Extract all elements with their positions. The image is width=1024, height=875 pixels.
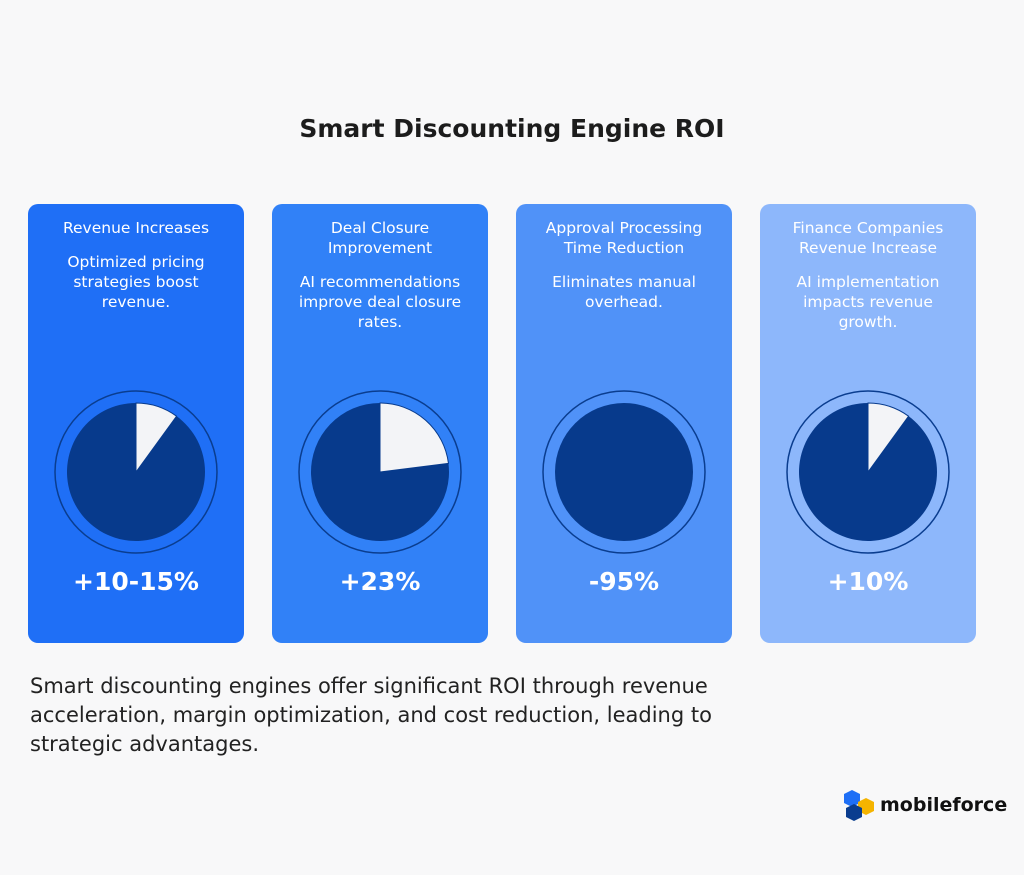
pie-ring — [786, 390, 950, 554]
card-heading-text: Revenue Increases — [62, 219, 210, 237]
title: Smart Discounting Engine ROI — [299, 114, 725, 143]
pie-chart — [298, 390, 462, 554]
pie-slice — [379, 402, 450, 473]
card-description: Eliminates manual overhead. — [552, 273, 696, 311]
pie-ring — [54, 390, 218, 554]
card-value: +23% — [339, 567, 421, 596]
card: Finance Companies Revenue Increase AI imp… — [760, 204, 976, 643]
logo: mobileforce — [842, 788, 1007, 822]
card-heading-text: Deal Closure Improvement — [327, 219, 433, 257]
card: Approval Processing Time Reduction Elimin… — [516, 204, 732, 643]
pie-slice-rest — [555, 403, 693, 541]
footer-text: Smart discounting engines offer signific… — [30, 674, 712, 756]
card-value: -95% — [588, 567, 660, 596]
card-heading-text: Finance Companies Revenue Increase — [792, 219, 944, 257]
pie-ring — [298, 390, 462, 554]
logo-text: mobileforce — [880, 794, 1008, 816]
card-heading-text: Approval Processing Time Reduction — [545, 219, 703, 257]
logo-icon — [844, 790, 874, 821]
card: Deal Closure Improvement AI recommendatio… — [272, 204, 488, 643]
card-value: +10-15% — [73, 567, 199, 596]
pie-chart — [786, 390, 950, 554]
pie-slice — [135, 402, 178, 474]
card-heading: Deal Closure Improvement AI recommendatio… — [292, 218, 468, 332]
card-description: AI recommendations improve deal closure … — [298, 273, 462, 331]
card-heading: Finance Companies Revenue Increase AI imp… — [780, 218, 956, 332]
card: Revenue Increases Optimized pricing strat… — [28, 204, 244, 643]
card-value: +10% — [827, 567, 909, 596]
pie-chart — [542, 390, 706, 554]
card-heading: Approval Processing Time Reduction Elimin… — [536, 218, 712, 312]
pie-chart — [54, 390, 218, 554]
pie-ring — [542, 390, 706, 554]
card-heading: Revenue Increases Optimized pricing strat… — [48, 218, 224, 312]
pie-slice — [867, 402, 910, 474]
card-description: AI implementation impacts revenue growth… — [796, 273, 940, 331]
card-description: Optimized pricing strategies boost reven… — [67, 253, 205, 311]
